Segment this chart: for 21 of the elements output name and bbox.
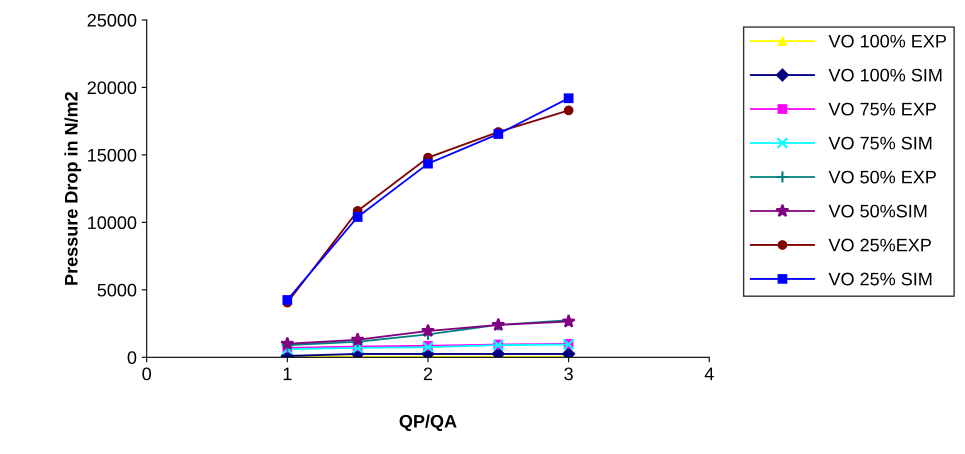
x-tick-label: 2: [424, 367, 432, 380]
x-tick-label: 4: [704, 368, 714, 380]
x-tick-label: 0: [142, 367, 151, 380]
legend-label: VO 75% SIM: [828, 136, 932, 150]
y-axis-title: Pressure Drop in N/m2: [64, 92, 82, 285]
legend-label: VO 25%EXP: [828, 238, 931, 252]
x-axis-title: QP/QA: [400, 414, 457, 432]
legend-label: VO 25% SIM: [828, 272, 932, 286]
x-tick-label: 3: [564, 367, 573, 380]
legend-label: VO 100% SIM: [828, 68, 942, 82]
y-tick-label: 20000: [88, 81, 136, 94]
y-tick-label: 10000: [88, 216, 136, 230]
legend-label: VO 50% EXP: [828, 170, 936, 184]
y-tick-label: 25000: [88, 14, 136, 27]
y-tick-label: 0: [128, 351, 136, 364]
y-tick-label: 5000: [98, 284, 136, 297]
legend-label: VO 75% EXP: [828, 102, 936, 116]
y-tick-label: 15000: [88, 148, 136, 162]
legend-label: VO 50%SIM: [828, 204, 926, 218]
legend-label: VO 100% EXP: [828, 34, 946, 48]
x-tick-label: 1: [284, 368, 292, 380]
